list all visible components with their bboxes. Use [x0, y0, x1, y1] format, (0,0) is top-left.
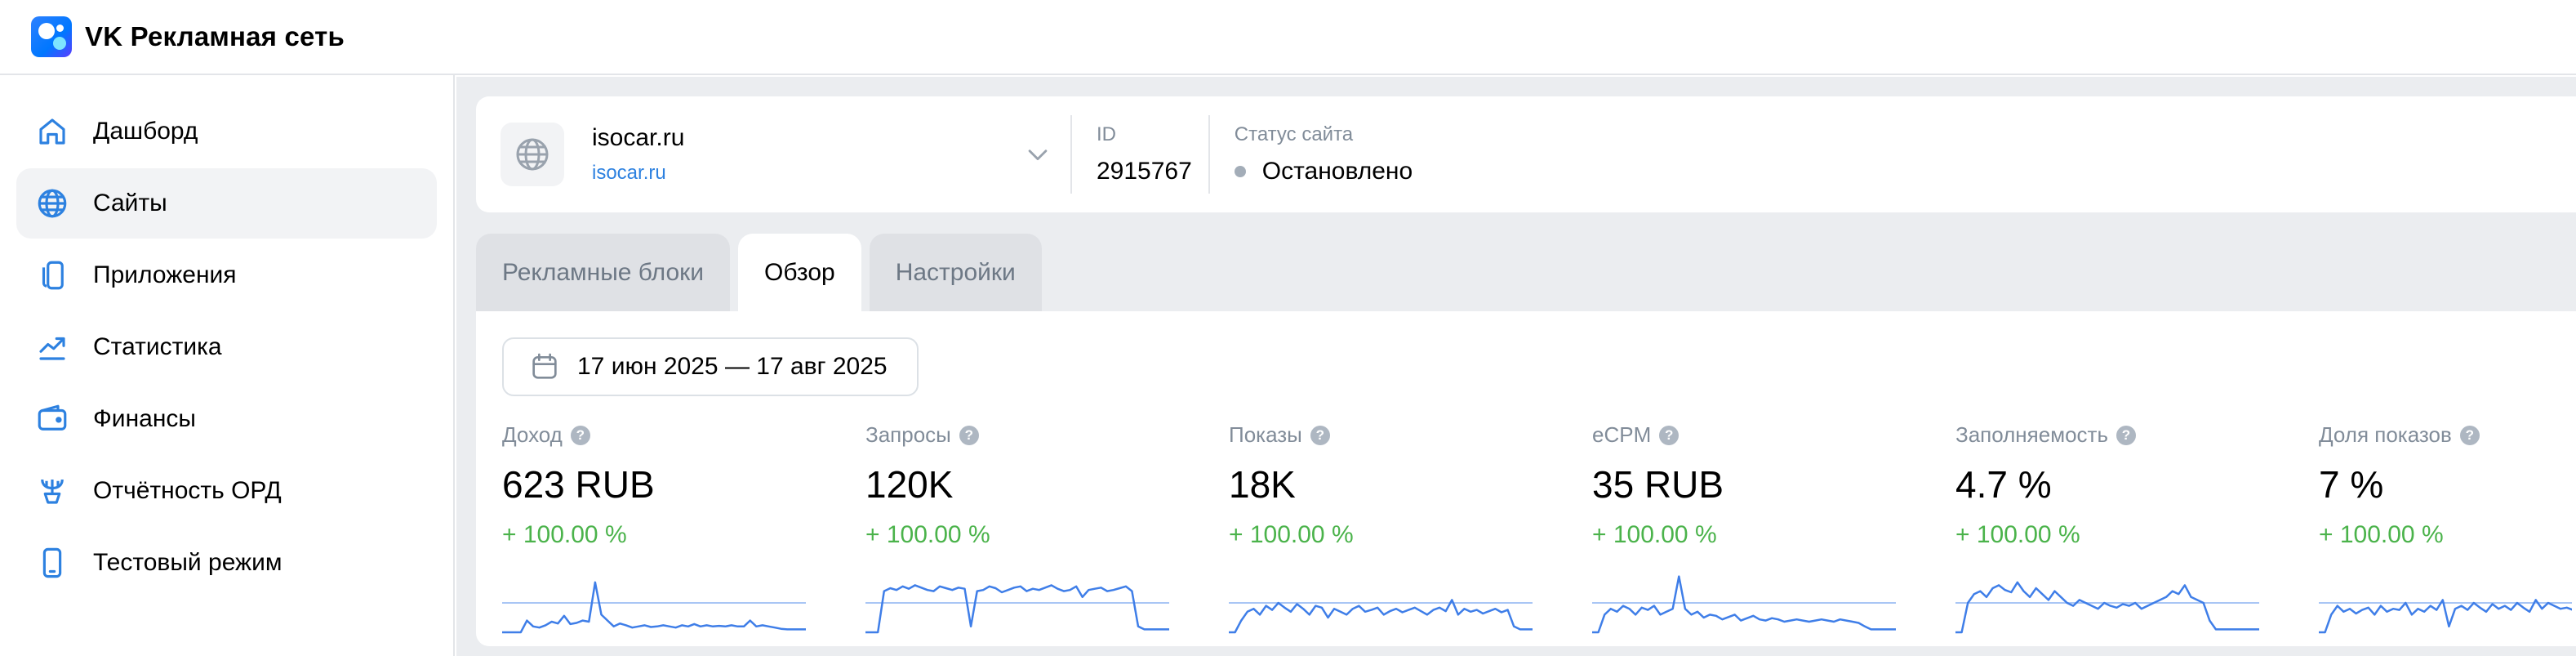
metric-requests: Запросы? 120K + 100.00 % [865, 422, 1208, 636]
sidebar-item-ord[interactable]: Отчётность ОРД [16, 456, 437, 526]
divider [1208, 115, 1210, 194]
sidebar-item-label: Тестовый режим [93, 549, 283, 576]
globe-icon [34, 185, 70, 221]
sidebar-item-apps[interactable]: Приложения [16, 240, 437, 310]
vk-logo-icon[interactable] [31, 16, 72, 57]
metric-label-row: Доля показов? [2319, 422, 2576, 448]
tab-ad-blocks[interactable]: Рекламные блоки [476, 234, 731, 311]
metric-value: 18K [1229, 463, 1296, 506]
date-range-text: 17 июн 2025 — 17 авг 2025 [577, 353, 888, 380]
sidebar-item-label: Отчётность ОРД [93, 477, 282, 504]
divider [1070, 115, 1072, 194]
home-icon [34, 114, 70, 149]
metric-impressions: Показы? 18K + 100.00 % [1229, 422, 1572, 636]
site-id-field: ID 2915767 [1097, 123, 1192, 185]
tabs: Рекламные блоки Обзор Настройки [476, 234, 1050, 311]
metric-sparkline [1592, 575, 1896, 634]
trend-icon [34, 329, 70, 365]
metric-revenue: Доход? 623 RUB + 100.00 % [502, 422, 845, 636]
metric-label: eCPM [1592, 422, 1652, 447]
metric-delta: + 100.00 % [1592, 521, 1717, 548]
metric-label-row: Заполняемость? [1955, 422, 2298, 448]
metric-value: 623 RUB [502, 463, 655, 506]
sidebar-item-finance[interactable]: Финансы [16, 384, 437, 454]
help-icon[interactable]: ? [2116, 425, 2136, 445]
sparkline-series [502, 581, 806, 634]
apps-icon [34, 257, 70, 293]
chevron-down-icon[interactable] [1021, 138, 1054, 171]
help-icon[interactable]: ? [570, 425, 590, 445]
metric-label: Заполняемость [1955, 422, 2108, 447]
site-selector[interactable]: isocar.ru isocar.ru [592, 124, 1017, 185]
sidebar-item-label: Финансы [93, 405, 196, 432]
metric-fill-rate: Заполняемость? 4.7 % + 100.00 % [1955, 422, 2298, 636]
metric-value: 35 RUB [1592, 463, 1724, 506]
sidebar-item-label: Приложения [93, 261, 237, 288]
sparkline-series [2319, 599, 2572, 634]
site-status-field: Статус сайта Остановлено [1234, 123, 1413, 185]
app-title[interactable]: VK Рекламная сеть [85, 21, 345, 51]
metric-label-row: Доход? [502, 422, 845, 448]
metric-value: 120K [865, 463, 954, 506]
help-icon[interactable]: ? [959, 425, 979, 445]
help-icon[interactable]: ? [1659, 425, 1680, 445]
sparkline-series [1955, 581, 2259, 634]
metric-sparkline [1229, 599, 1533, 634]
site-link[interactable]: isocar.ru [592, 162, 666, 184]
help-icon[interactable]: ? [2459, 425, 2480, 445]
tab-settings[interactable]: Настройки [869, 234, 1042, 311]
date-range-picker[interactable]: 17 июн 2025 — 17 авг 2025 [502, 337, 919, 396]
wallet-icon [34, 401, 70, 437]
metric-sparkline [865, 584, 1169, 634]
overview-panel: 17 июн 2025 — 17 авг 2025 Доход? 623 RUB… [476, 311, 2576, 646]
metric-label: Доля показов [2319, 422, 2452, 447]
metric-sparkline [502, 581, 806, 634]
site-globe-icon [501, 123, 564, 186]
sidebar-item-dashboard[interactable]: Дашборд [16, 96, 437, 167]
metric-label: Доход [502, 422, 563, 447]
metric-label: Запросы [865, 422, 951, 447]
status-dot-icon [1234, 166, 1246, 177]
sidebar-item-statistics[interactable]: Статистика [16, 312, 437, 382]
sidebar-item-sites[interactable]: Сайты [16, 168, 437, 239]
metric-sparkline [2319, 599, 2572, 634]
sidebar-item-label: Статистика [93, 333, 222, 360]
metric-sparkline [1955, 581, 2259, 634]
phone-icon [34, 545, 70, 581]
metric-label: Показы [1229, 422, 1302, 447]
metric-impression-share: Доля показов? 7 % + 100.00 % [2319, 422, 2576, 636]
main-content: isocar.ru isocar.ru ID 2915767 Статус са… [456, 77, 2576, 656]
ord-icon [34, 473, 70, 509]
site-info-card: isocar.ru isocar.ru ID 2915767 Статус са… [476, 96, 2576, 212]
sparkline-series [1592, 575, 1896, 634]
metric-delta: + 100.00 % [502, 521, 627, 548]
sparkline-series [1229, 599, 1533, 634]
metric-delta: + 100.00 % [1955, 521, 2080, 548]
sidebar-item-test-mode[interactable]: Тестовый режим [16, 528, 437, 598]
metric-value: 4.7 % [1955, 463, 2052, 506]
metric-value: 7 % [2319, 463, 2384, 506]
help-icon[interactable]: ? [1310, 425, 1330, 445]
sidebar-item-label: Сайты [93, 190, 167, 216]
metric-delta: + 100.00 % [865, 521, 990, 548]
tab-overview[interactable]: Обзор [738, 234, 861, 311]
site-id-value: 2915767 [1097, 158, 1192, 185]
top-bar: VK Рекламная сеть [0, 0, 2576, 75]
sparkline-series [865, 584, 1169, 634]
calendar-icon [532, 353, 557, 379]
metric-label-row: Показы? [1229, 422, 1572, 448]
site-status-label: Статус сайта [1234, 123, 1354, 145]
metric-ecpm: eCPM? 35 RUB + 100.00 % [1592, 422, 1935, 636]
site-name: isocar.ru [592, 124, 685, 151]
metric-delta: + 100.00 % [1229, 521, 1354, 548]
sidebar: Дашборд Сайты Приложения Статистика Фина… [0, 75, 455, 656]
site-status-value: Остановлено [1261, 158, 1413, 185]
site-id-label: ID [1097, 123, 1116, 145]
metric-label-row: Запросы? [865, 422, 1208, 448]
metric-label-row: eCPM? [1592, 422, 1935, 448]
site-status: Остановлено [1234, 158, 1413, 185]
metric-delta: + 100.00 % [2319, 521, 2444, 548]
sidebar-item-label: Дашборд [93, 118, 198, 145]
